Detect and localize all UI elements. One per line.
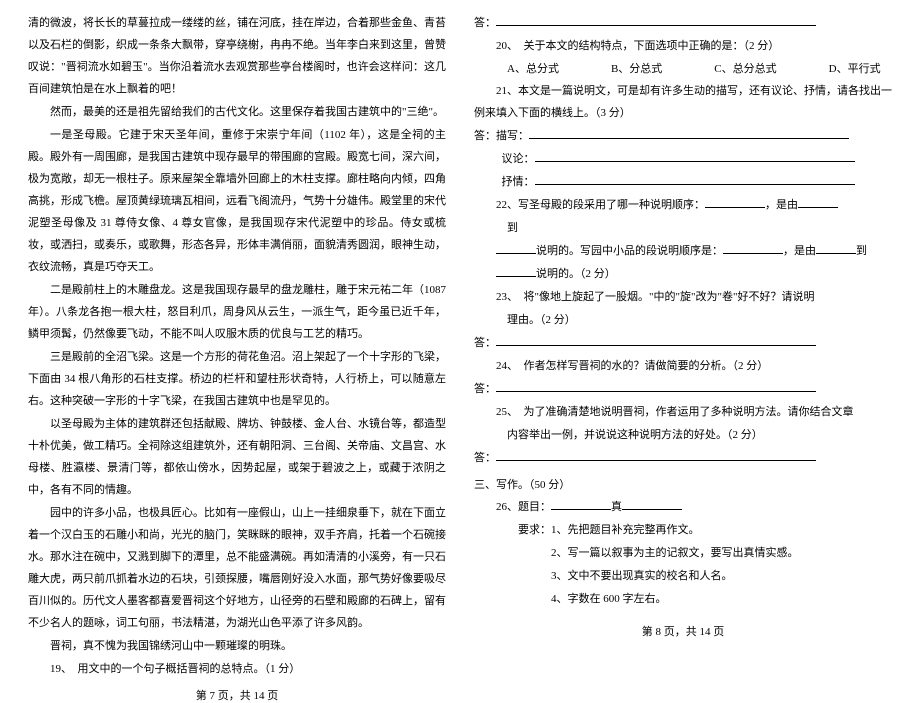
- question-23-b: 理由。（2 分）: [474, 309, 892, 331]
- answer-label: 答：: [474, 452, 496, 464]
- blank-22-2: [798, 197, 838, 208]
- answer-line-19: 答：: [474, 12, 892, 34]
- para-5: 三是殿前的全沼飞梁。这是一个方形的荷花鱼沼。沼上架起了一个十字形的飞梁，下面由 …: [28, 346, 446, 412]
- section-3-title: 三、写作。（50 分）: [474, 474, 892, 496]
- para-4: 二是殿前柱上的木雕盘龙。这是我国现存最早的盘龙雕柱，雕于宋元祐二年（1087 年…: [28, 279, 446, 345]
- question-25-a: 25、 为了准确清楚地说明晋祠，作者运用了多种说明方法。请你结合文章: [474, 401, 892, 423]
- opt-d: D、平行式: [807, 58, 881, 80]
- para-2: 然而，最美的还是祖先留给我们的古代文化。这里保存着我国古建筑中的"三绝"。: [28, 101, 446, 123]
- para-8: 晋祠，真不愧为我国锦绣河山中一颗璀璨的明珠。: [28, 635, 446, 657]
- page-left: 清的微波，将长长的草蔓拉成一缕缕的丝，铺在河底，挂在岸边，合着那些金鱼、青苔以及…: [0, 8, 460, 643]
- blank-25: [496, 450, 816, 461]
- question-26: 26、题目：真: [474, 496, 892, 518]
- answer-label: 答：: [474, 383, 496, 395]
- blank-22-5: [816, 243, 856, 254]
- answer-arg: 议论：: [474, 148, 892, 170]
- question-22-c: 说明的。写园中小品的段说明顺序是：，是由到: [474, 240, 892, 262]
- blank-lyric: [535, 174, 855, 185]
- blank-22-3: [496, 243, 536, 254]
- req-3: 3、文中不要出现真实的校名和人名。: [474, 565, 892, 587]
- answer-desc: 答：描写：: [474, 125, 892, 147]
- page-footer-right: 第 8 页，共 14 页: [474, 617, 892, 639]
- question-23-a: 23、 将"像地上旋起了一股烟。"中的"旋"改为"卷"好不好？请说明: [474, 286, 892, 308]
- blank-26-title: [551, 499, 611, 510]
- para-7: 园中的许多小品，也极具匠心。比如有一座假山，山上一挂细泉垂下，就在下面立着一个汉…: [28, 502, 446, 634]
- answer-line-23: 答：: [474, 332, 892, 354]
- opt-b: B、分总式: [589, 58, 662, 80]
- question-20: 20、 关于本文的结构特点，下面选项中正确的是：（2 分）: [474, 35, 892, 57]
- req-line: 要求：1、先把题目补充完整再作文。: [474, 519, 892, 541]
- page-right: 答： 20、 关于本文的结构特点，下面选项中正确的是：（2 分） A、总分式 B…: [460, 8, 920, 643]
- answer-line-25: 答：: [474, 447, 892, 469]
- para-3: 一是圣母殿。它建于宋天圣年间，重修于宋崇宁年间（1102 年），这是全祠的主殿。…: [28, 124, 446, 278]
- blank-desc: [529, 128, 849, 139]
- blank-26-title2: [622, 499, 682, 510]
- question-21: 21、本文是一篇说明文，可是却有许多生动的描写，还有议论、抒情，请各找出一例来填…: [474, 80, 892, 124]
- page-footer-left: 第 7 页，共 14 页: [28, 681, 446, 703]
- answer-label: 答：: [474, 17, 496, 29]
- blank-23: [496, 335, 816, 346]
- answer-line-24: 答：: [474, 378, 892, 400]
- para-1: 清的微波，将长长的草蔓拉成一缕缕的丝，铺在河底，挂在岸边，合着那些金鱼、青苔以及…: [28, 12, 446, 100]
- question-25-b: 内容举出一例，并说说这种说明方法的好处。（2 分）: [474, 424, 892, 446]
- blank-line: [496, 15, 816, 26]
- blank-22-6: [496, 266, 536, 277]
- question-19: 19、 用文中的一个句子概括晋祠的总特点。（1 分）: [28, 658, 446, 680]
- blank-24: [496, 381, 816, 392]
- question-22-d: 说明的。（2 分）: [474, 263, 892, 285]
- req-4: 4、字数在 600 字左右。: [474, 588, 892, 610]
- question-22-a: 22、写圣母殿的段采用了哪一种说明顺序：，是由: [474, 194, 892, 216]
- answer-lyric: 抒情：: [474, 171, 892, 193]
- question-24: 24、 作者怎样写晋祠的水的？请做简要的分析。（2 分）: [474, 355, 892, 377]
- blank-arg: [535, 151, 855, 162]
- blank-22-4: [723, 243, 783, 254]
- req-2: 2、写一篇以叙事为主的记叙文，要写出真情实感。: [474, 542, 892, 564]
- opt-a: A、总分式: [485, 58, 559, 80]
- blank-22-1: [705, 197, 765, 208]
- opt-c: C、总分总式: [692, 58, 776, 80]
- question-20-options: A、总分式 B、分总式 C、总分总式 D、平行式: [474, 58, 892, 80]
- answer-label: 答：: [474, 337, 496, 349]
- question-22-b: 到: [474, 217, 892, 239]
- para-6: 以圣母殿为主体的建筑群还包括献殿、牌坊、钟鼓楼、金人台、水镜台等，都造型十朴优美…: [28, 413, 446, 501]
